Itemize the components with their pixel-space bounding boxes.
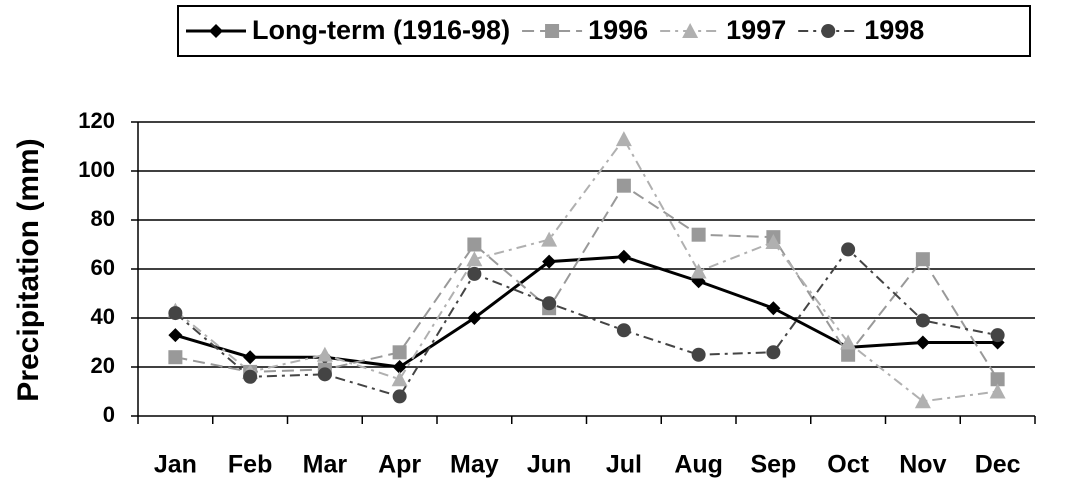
x-tick-label: Sep	[750, 451, 796, 479]
legend: Long-term (1916-98) 1996 1997 1998	[177, 5, 1031, 57]
data-point	[691, 227, 706, 242]
legend-label: 1997	[726, 15, 786, 45]
data-point	[391, 371, 408, 387]
data-point	[840, 334, 857, 350]
data-point	[466, 251, 483, 267]
data-point	[765, 234, 782, 250]
y-tick-label: 40	[91, 304, 115, 329]
data-point	[616, 323, 631, 338]
data-point	[467, 266, 482, 281]
x-tick-label: Apr	[378, 451, 421, 479]
data-point	[392, 345, 407, 360]
data-point	[467, 237, 482, 252]
data-point	[616, 249, 631, 264]
data-point	[616, 178, 631, 193]
y-axis-label: Precipitation (mm)	[12, 138, 45, 401]
data-point	[766, 345, 781, 360]
y-tick-label: 80	[91, 206, 115, 231]
x-tick-label: Jan	[154, 451, 197, 479]
x-tick-label: Mar	[303, 451, 348, 479]
y-tick-label: 120	[78, 108, 115, 133]
data-point	[168, 350, 183, 365]
x-tick-label: Dec	[975, 451, 1021, 479]
series-line	[174, 247, 998, 398]
data-point	[691, 347, 706, 362]
series-line	[175, 184, 999, 380]
legend-marker	[209, 24, 223, 38]
x-tick-label: Aug	[674, 451, 723, 479]
x-tick-label: Oct	[827, 451, 869, 479]
data-point	[766, 301, 781, 316]
data-point	[914, 393, 931, 409]
data-point	[841, 347, 856, 362]
data-point	[467, 311, 482, 325]
data-point	[542, 296, 557, 311]
data-point	[542, 254, 557, 269]
x-tick-label: Nov	[899, 451, 946, 479]
data-point	[841, 242, 856, 257]
x-tick-label: May	[450, 451, 499, 479]
series-line	[174, 137, 998, 403]
y-tick-label: 100	[78, 157, 115, 182]
data-point	[168, 328, 183, 343]
data-point	[392, 360, 407, 374]
data-point	[915, 252, 930, 267]
data-point	[989, 383, 1006, 399]
legend-label: 1996	[588, 15, 648, 45]
legend-marker	[821, 24, 836, 38]
x-tick-label: Jul	[606, 451, 642, 479]
legend-box	[177, 5, 1031, 57]
data-point	[915, 313, 930, 328]
data-point	[541, 231, 558, 247]
data-point	[990, 372, 1005, 387]
data-point	[316, 346, 333, 362]
data-point	[690, 263, 707, 279]
data-point	[243, 350, 258, 365]
data-point	[243, 369, 258, 384]
y-tick-label: 20	[91, 353, 115, 378]
data-point	[990, 328, 1005, 343]
series-line	[174, 255, 998, 369]
x-tick-label: Feb	[228, 451, 272, 479]
legend-marker	[545, 24, 560, 38]
data-point	[317, 367, 332, 382]
legend-label: 1998	[864, 15, 924, 45]
data-point	[915, 335, 930, 350]
legend-marker	[682, 23, 699, 38]
data-point	[615, 131, 632, 147]
y-tick-label: 0	[103, 402, 115, 427]
data-point	[168, 306, 183, 321]
legend-label: Long-term (1916-98)	[252, 15, 510, 45]
data-point	[392, 389, 407, 404]
y-tick-label: 60	[91, 255, 115, 280]
x-tick-label: Jun	[527, 451, 571, 479]
